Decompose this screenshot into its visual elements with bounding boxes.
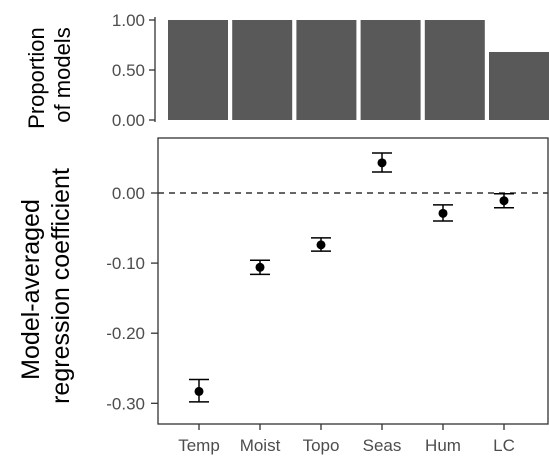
bottom-y-tick-label: -0.30	[106, 394, 145, 413]
x-tick-label-hum: Hum	[425, 436, 461, 455]
point-seas	[377, 158, 387, 168]
bottom-y-ticks: 0.00 -0.10 -0.20 -0.30	[106, 184, 158, 413]
x-ticks: Temp Moist Topo Seas Hum LC	[178, 424, 515, 455]
bar-seas	[360, 20, 421, 120]
point-temp	[194, 386, 204, 396]
point-moist	[255, 262, 265, 272]
bottom-ylabel-line1: Model-averaged	[17, 199, 45, 380]
proportion-bars	[168, 20, 549, 120]
top-y-tick-label: 0.00	[112, 111, 145, 130]
point-topo	[316, 240, 326, 250]
coefficient-points	[189, 152, 514, 403]
point-hum	[438, 208, 448, 218]
bar-hum	[424, 20, 485, 120]
x-tick-label-temp: Temp	[178, 436, 220, 455]
bottom-ylabel-line2: regression coefficient	[47, 168, 75, 404]
top-y-tick-label: 0.50	[112, 61, 145, 80]
proportion-panel: Proportion of models 1.00 0.50 0.00	[24, 11, 549, 130]
bottom-y-tick-label: -0.20	[106, 324, 145, 343]
x-tick-label-seas: Seas	[363, 436, 402, 455]
top-ylabel-line2: of models	[50, 27, 75, 122]
top-y-ticks: 1.00 0.50 0.00	[112, 11, 156, 130]
bottom-y-tick-label: 0.00	[112, 184, 145, 203]
bar-lc	[489, 52, 549, 120]
top-y-tick-label: 1.00	[112, 11, 145, 30]
bar-topo	[296, 20, 357, 120]
bottom-y-tick-label: -0.10	[106, 254, 145, 273]
point-lc	[499, 196, 509, 206]
bar-temp	[168, 20, 228, 120]
x-tick-label-moist: Moist	[240, 436, 281, 455]
bar-moist	[232, 20, 293, 120]
coefficient-plot-border	[157, 137, 549, 425]
x-tick-label-topo: Topo	[303, 436, 340, 455]
bottom-ylabel: Model-averaged regression coefficient	[17, 168, 75, 404]
top-ylabel: Proportion of models	[24, 21, 75, 129]
x-tick-label-lc: LC	[493, 436, 515, 455]
top-ylabel-line1: Proportion	[24, 27, 49, 129]
coefficient-panel: Model-averaged regression coefficient 0.…	[17, 137, 549, 455]
